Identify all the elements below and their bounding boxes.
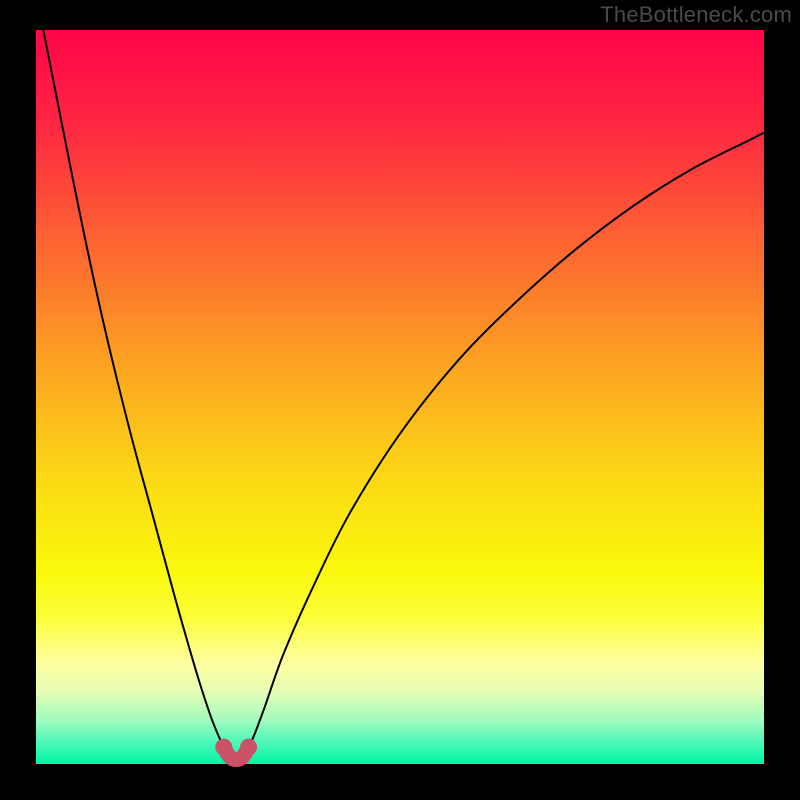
valley-marker-dot-right — [240, 739, 257, 756]
chart-container: TheBottleneck.com — [0, 0, 800, 800]
valley-marker-dot-left — [215, 739, 232, 756]
bottleneck-chart — [0, 0, 800, 800]
plot-background — [36, 30, 764, 764]
